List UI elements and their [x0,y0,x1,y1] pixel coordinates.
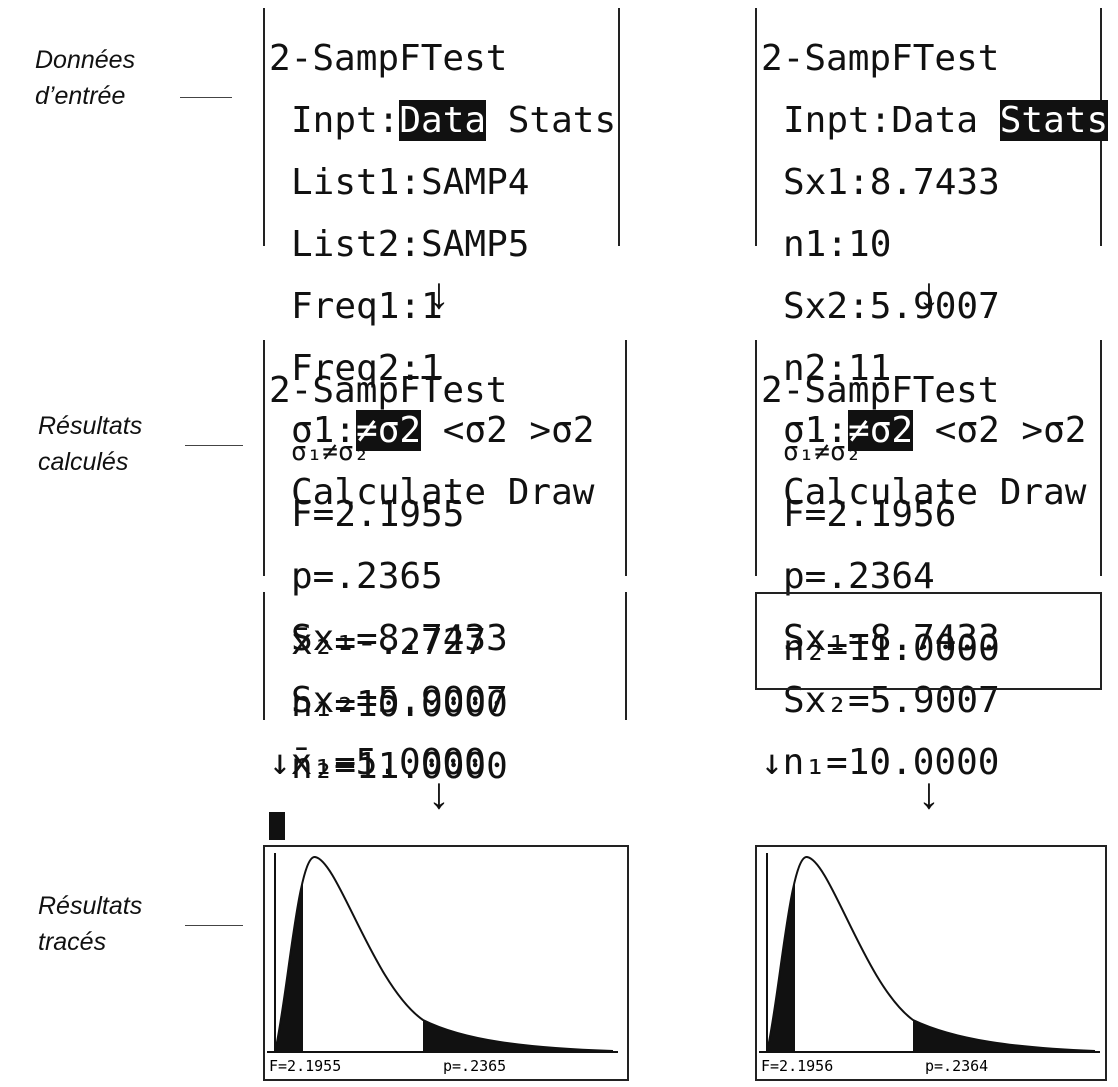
screen: 2-SampFTest Inpt:Data Stats Sx1:8.7433 n… [755,8,1109,511]
text: Inpt: [291,100,400,141]
screen-line: 2-SampFTest [761,370,1000,411]
label-line: calculés [38,448,129,476]
screen-line: Inpt:Data Stats [269,100,618,141]
frame [755,845,1107,1081]
text: <σ2 >σ2 [421,410,595,451]
label: Données d’entrée [35,42,135,114]
screen: 2-SampFTest σ₁≠σ₂ F=2.1955 p=.2365 Sx₁=8… [263,340,627,836]
screen-line: Calculate Draw [291,472,595,513]
screen-line: Freq2:1 [291,348,443,389]
label: Résultats tracés [38,888,142,960]
dash [180,97,232,98]
graph-label: p=.2364 [925,1057,988,1075]
dash [185,445,243,446]
graph-screen: F=2.1956 p=.2364 [755,845,1107,1081]
screen-line: n₂=11.0000 [783,628,1000,669]
shaded-tail [275,856,613,1052]
screen: x̄₂=-.2727 n₁=10.0000 n₂=11.0000 [263,592,627,840]
text: σ1: [291,410,357,451]
text: Stats [486,100,617,141]
graph-screen: F=2.1955 p=.2365 [263,845,629,1081]
screen: n₂=11.0000 [755,592,1102,690]
screen-line: Sx₂=5.9007 [291,680,508,721]
screen-line: σ₁≠σ₂ [291,437,370,467]
label-line: Données [35,46,136,74]
screen-line: σ₁≠σ₂ [783,437,862,467]
screen-line: Sx₁=8.7433 [291,618,508,659]
curve [274,856,614,1053]
screen-line: σ1:≠σ2 <σ2 >σ2 [761,410,1100,451]
graph-label: F=2.1955 [269,1057,341,1075]
label-line: Résultats [38,412,143,440]
screen: 2-SampFTest Inpt:Data Stats List1:SAMP4 … [263,8,620,511]
screen-line: n2:11 [783,348,892,389]
shaded-tail [767,856,1095,1052]
cursor [269,816,285,840]
screen-line: x̄₂=-.2727 [291,622,487,663]
highlight: Stats [999,100,1109,141]
screen-line: Sx₁=8.7433 [783,618,1000,659]
screen-line: Sx1:8.7433 [783,162,1000,203]
screen-line: ↓n₁=10.0000 [761,742,1000,783]
graph-label: p=.2365 [443,1057,506,1075]
screen-line: Freq1:1 [291,286,443,327]
screen-line: ↓x̄₁=5.0000 [269,742,486,783]
text: Inpt:Data [783,100,1000,141]
screen-line: p=.2365 [291,556,443,597]
screen-line: p=.2364 [783,556,935,597]
highlight: Data [399,100,487,141]
label-line: Résultats [38,892,143,920]
screen-line: Inpt:Data Stats [761,100,1109,141]
screen-line: n1:10 [783,224,892,265]
graph-label: F=2.1956 [761,1057,833,1075]
cursor-line [269,813,625,844]
screen-line: List1:SAMP4 [291,162,530,203]
highlight: ≠σ2 [848,410,914,451]
screen-line: F=2.1956 [783,494,957,535]
screen-line: n₁=10.0000 [291,684,508,725]
arrow: ↓ [428,269,450,318]
dash [185,925,243,926]
curve [766,856,1096,1053]
screen-line: 2-SampFTest [761,38,1000,79]
screen-line: F=2.1955 [291,494,465,535]
screen-line: List2:SAMP5 [291,224,530,265]
arrow: ↓ [918,769,940,818]
arrow: ↓ [428,769,450,818]
screen-line: 2-SampFTest [269,370,508,411]
highlight: ≠σ2 [356,410,422,451]
screen-line: σ1:≠σ2 <σ2 >σ2 [269,410,618,451]
label-line: tracés [38,928,107,956]
screen-line: Calculate Draw [783,472,1087,513]
screen: 2-SampFTest σ₁≠σ₂ F=2.1956 p=.2364 Sx₁=8… [755,340,1102,781]
label: Résultats calculés [38,408,142,480]
text: <σ2 >σ2 [913,410,1087,451]
screen-line: n₂=11.0000 [291,746,508,787]
arrow: ↓ [918,269,940,318]
label-line: d’entrée [35,82,126,110]
screen-line: 2-SampFTest [269,38,508,79]
screen-line: Sx2:5.9007 [783,286,1000,327]
text: σ1: [783,410,849,451]
frame [263,845,629,1081]
